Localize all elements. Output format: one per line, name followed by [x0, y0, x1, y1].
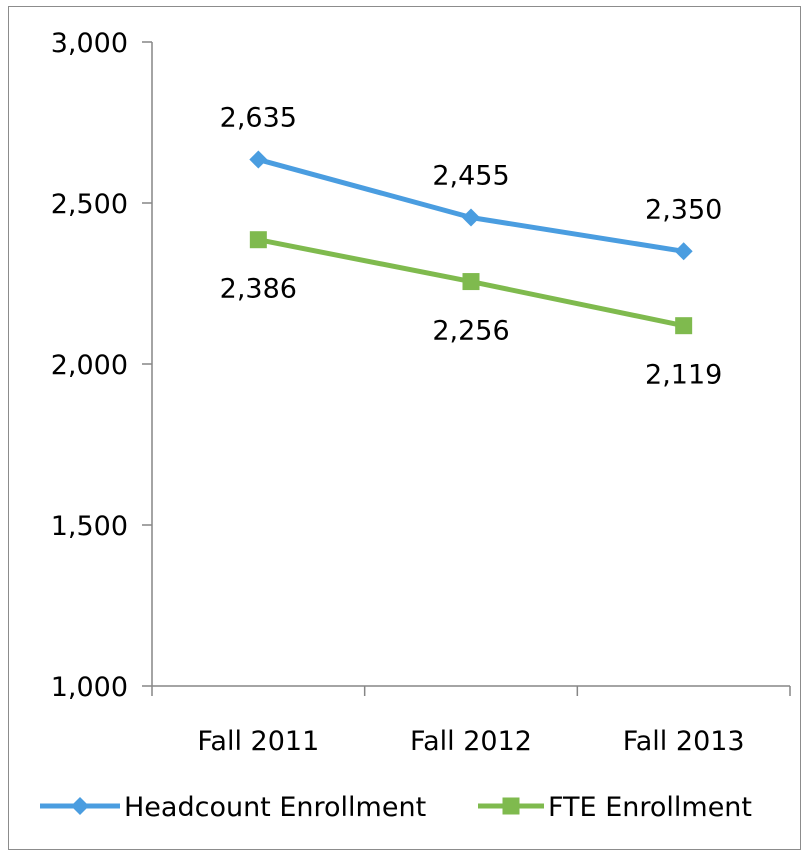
x-tick-label: Fall 2011	[197, 726, 319, 757]
legend-item: Headcount Enrollment	[40, 792, 426, 823]
legend-label: Headcount Enrollment	[124, 792, 426, 823]
data-label: 2,350	[645, 194, 722, 225]
data-point	[249, 231, 267, 249]
data-label: 2,455	[432, 160, 509, 191]
legend-marker	[502, 797, 520, 815]
y-tick-label: 1,000	[51, 672, 128, 703]
chart-frame	[8, 6, 801, 850]
data-label: 2,256	[432, 316, 509, 347]
y-tick-label: 2,000	[51, 350, 128, 381]
data-label: 2,635	[220, 103, 297, 134]
y-tick-label: 1,500	[51, 511, 128, 542]
data-label: 2,386	[220, 274, 297, 305]
x-tick-label: Fall 2013	[623, 726, 745, 757]
data-point	[462, 273, 480, 291]
legend-item: FTE Enrollment	[478, 792, 752, 823]
legend-label: FTE Enrollment	[548, 792, 752, 823]
legend-marker	[71, 797, 89, 815]
series-fte: 2,386 2,256 2,119	[220, 231, 722, 391]
data-point	[675, 317, 693, 335]
y-tick-label: 3,000	[51, 28, 128, 59]
x-tick-label: Fall 2012	[410, 726, 532, 757]
data-point	[249, 150, 268, 169]
series-headcount: 2,635 2,455 2,350	[220, 103, 722, 261]
data-label: 2,119	[645, 360, 722, 391]
data-point	[462, 208, 480, 227]
y-tick-label: 2,500	[51, 189, 128, 220]
data-point	[674, 242, 693, 261]
